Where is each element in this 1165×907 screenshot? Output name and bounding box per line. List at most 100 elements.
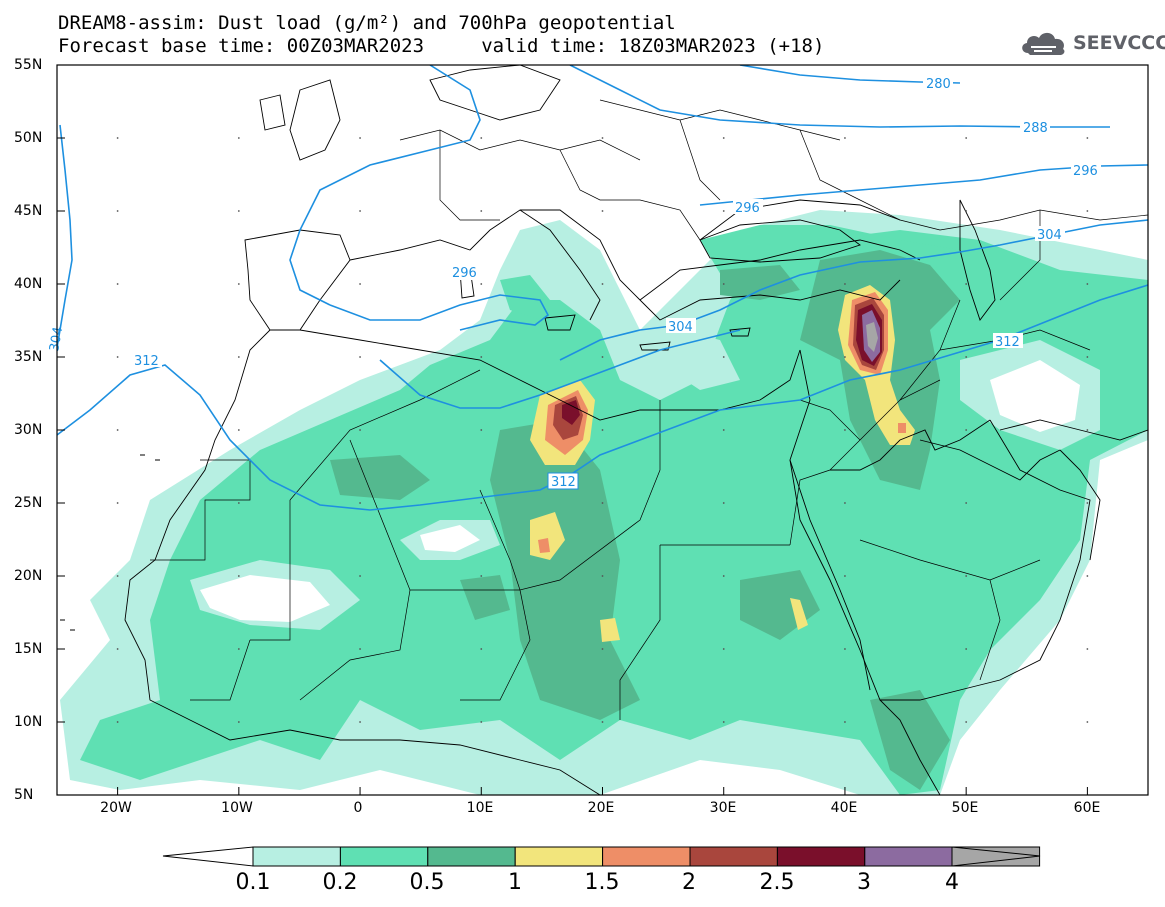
colorbar-label: 2 [682, 870, 696, 895]
graticule-point [601, 283, 604, 285]
graticule-point [722, 429, 725, 431]
graticule-point [965, 721, 968, 723]
lat-label: 45N [14, 203, 43, 219]
contour-label-312-west: 312 [134, 354, 159, 369]
graticule-point [1086, 721, 1089, 723]
colorbar-label: 4 [945, 870, 959, 895]
graticule-point [480, 502, 483, 504]
graticule-point [1086, 356, 1089, 358]
graticule-point [480, 575, 483, 577]
graticule-point [359, 721, 361, 723]
dust-layer-4 [866, 322, 878, 352]
graticule-point [116, 137, 119, 139]
graticule-point [965, 283, 968, 285]
graticule-point [844, 356, 846, 358]
lat-label: 25N [14, 495, 43, 511]
graticule-point [722, 283, 725, 285]
graticule-point [480, 283, 483, 285]
graticule-point [359, 210, 361, 212]
graticule-point [965, 502, 968, 504]
graticule-point [601, 356, 604, 358]
graticule-point [237, 137, 240, 139]
lon-label: 0 [353, 800, 363, 816]
graticule-point [116, 502, 119, 504]
colorbar-swatch [514, 846, 604, 867]
colorbar-swatch [427, 846, 516, 867]
graticule-point [237, 575, 240, 577]
colorbar-swatch [776, 846, 866, 867]
lat-label: 40N [14, 276, 43, 292]
graticule-point [1086, 502, 1089, 504]
graticule-point [359, 648, 361, 650]
graticule-point [480, 429, 483, 431]
graticule-point [844, 575, 846, 577]
dust-clear-white [200, 360, 1080, 622]
lon-label: 50E [951, 800, 979, 816]
graticule-point [844, 429, 846, 431]
graticule-point [965, 356, 968, 358]
chart-title: DREAM8-assim: Dust load (g/m²) and 700hP… [58, 12, 676, 34]
graticule-point [722, 137, 725, 139]
contour-label-296-west: 296 [452, 266, 477, 281]
graticule-point [844, 502, 846, 504]
graticule-point [116, 210, 119, 212]
graticule-point [359, 429, 361, 431]
contour-label-312-east: 312 [995, 335, 1020, 350]
graticule-point [237, 210, 240, 212]
graticule-point [480, 356, 483, 358]
graticule-point [116, 575, 119, 577]
contour-label-296-east: 296 [1073, 164, 1098, 179]
graticule-point [116, 429, 119, 431]
lat-label: 55N [14, 57, 43, 73]
lat-label: 10N [14, 714, 43, 730]
logo-text: SEEVCCC [1073, 32, 1165, 54]
colorbar-swatch [339, 846, 429, 867]
graticule-point [1086, 283, 1089, 285]
graticule-point [116, 356, 119, 358]
lat-label: 15N [14, 641, 43, 657]
graticule-point [965, 429, 968, 431]
graticule-point [601, 137, 604, 139]
colorbar-label: 0.2 [322, 870, 358, 895]
graticule-point [722, 575, 725, 577]
graticule-point [601, 429, 604, 431]
graticule-point [601, 575, 604, 577]
graticule-point [601, 210, 604, 212]
lon-label: 60E [1073, 800, 1101, 816]
contour-label-304-east: 304 [1037, 228, 1062, 243]
graticule-point [116, 721, 119, 723]
graticule-point [722, 210, 725, 212]
axis-ticks [57, 64, 1088, 796]
lon-label: 10W [221, 800, 253, 816]
graticule-point [965, 210, 968, 212]
graticule-point [722, 502, 725, 504]
graticule-point [116, 648, 119, 650]
graticule-point [965, 575, 968, 577]
lon-label: 20E [587, 800, 615, 816]
contour-label-280: 280 [926, 77, 951, 92]
lon-label: 30E [709, 800, 737, 816]
colorbar-over-arrow [951, 846, 1041, 867]
cloud-icon [1022, 32, 1065, 55]
graticule-point [722, 356, 725, 358]
graticule-point [359, 137, 361, 139]
colorbar-label: 2.5 [759, 870, 795, 895]
graticule-point [116, 283, 119, 285]
graticule-point [237, 721, 240, 723]
chart-subtitle: Forecast base time: 00Z03MAR2023 valid t… [58, 35, 825, 57]
graticule-point [965, 137, 968, 139]
graticule-point [601, 721, 604, 723]
contour-labels: 280 288 296 296 296 304 304 304 312 312 … [47, 75, 1101, 490]
graticule-point [359, 575, 361, 577]
colorbar-under-arrow [162, 846, 254, 867]
graticule-point [237, 429, 240, 431]
colorbar-swatch [252, 846, 341, 867]
graticule-point [844, 137, 846, 139]
graticule-point [722, 721, 725, 723]
graticule-point [359, 502, 361, 504]
graticule-point [1086, 137, 1089, 139]
colorbar-label: 3 [857, 870, 871, 895]
lat-label: 20N [14, 568, 43, 584]
lat-label: 30N [14, 422, 43, 438]
graticule-point [601, 502, 604, 504]
